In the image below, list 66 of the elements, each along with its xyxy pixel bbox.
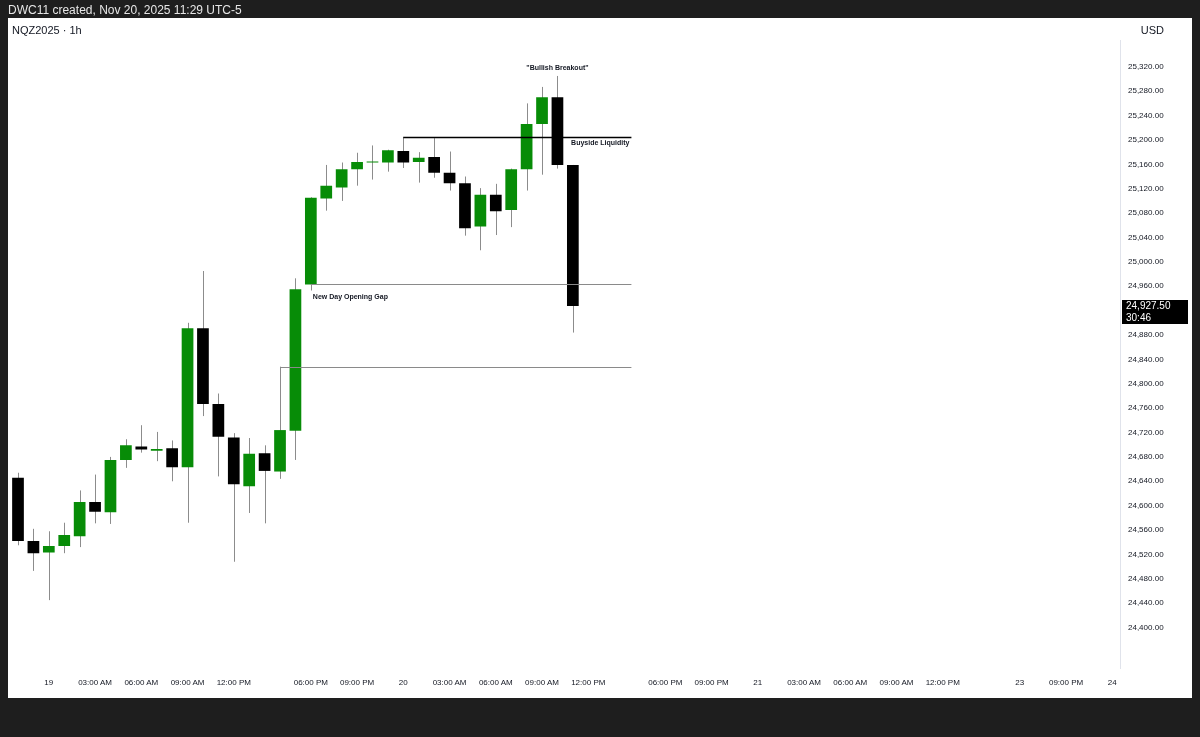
x-tick-label: 03:00 AM — [432, 678, 467, 688]
x-tick-label: 21 — [753, 678, 763, 688]
text: 30:46 — [1126, 311, 1152, 323]
x-tick-label: 09:00 PM — [1048, 678, 1084, 688]
candlestick — [120, 438, 132, 469]
y-tick-label: 24,560.00 — [1128, 525, 1165, 535]
y-tick-label: 25,120.00 — [1128, 183, 1165, 193]
y-axis-title: USD — [1140, 24, 1164, 36]
x-tick-label: 09:00 PM — [694, 678, 730, 688]
candlestick — [335, 162, 348, 202]
y-tick-label: 24,960.00 — [1128, 281, 1165, 291]
x-tick-label: 06:00 AM — [833, 678, 868, 688]
y-tick-label: 25,240.00 — [1128, 110, 1165, 120]
y-tick-label: 25,280.00 — [1128, 86, 1165, 96]
y-tick-label: 24,720.00 — [1128, 427, 1165, 437]
x-tick-label: 19 — [44, 678, 54, 688]
y-tick-label: 25,040.00 — [1128, 232, 1165, 242]
text: 24,927.50 — [1126, 299, 1171, 311]
y-tick-label: 24,800.00 — [1128, 378, 1165, 388]
x-tick-label: 03:00 AM — [787, 678, 822, 688]
x-tick-label: 09:00 AM — [170, 678, 205, 688]
y-tick-label: 24,520.00 — [1128, 549, 1165, 559]
chart-title: NQZ2025 · 1h — [12, 24, 82, 36]
x-tick-label: 23 — [1015, 678, 1025, 688]
candlestick — [166, 439, 178, 482]
y-tick-label: 24,600.00 — [1128, 500, 1165, 510]
candlestick — [258, 444, 271, 524]
y-tick-label: 24,760.00 — [1128, 403, 1165, 413]
candlestick — [89, 474, 101, 524]
candlestick — [135, 424, 148, 454]
y-tick-label: 25,200.00 — [1128, 135, 1165, 145]
x-tick-label: 09:00 AM — [879, 678, 914, 688]
candlestick — [443, 151, 456, 192]
candlestick — [150, 431, 163, 462]
candlestick — [412, 151, 425, 184]
chart-subtitle: DWC11 created, Nov 20, 2025 11:29 UTC-5 — [8, 3, 242, 17]
x-tick-label: 20 — [398, 678, 409, 688]
x-tick-label: 09:00 PM — [339, 678, 375, 688]
x-tick-label: 06:00 PM — [648, 678, 683, 688]
candlestick — [351, 152, 363, 187]
x-tick-label: 12:00 PM — [571, 678, 606, 688]
x-tick-label: 06:00 AM — [478, 678, 514, 688]
candlestick — [489, 183, 502, 236]
candlestick — [366, 144, 379, 181]
x-tick-label: 06:00 AM — [124, 678, 159, 688]
y-tick-label: 24,680.00 — [1128, 452, 1165, 462]
y-tick-label: 24,880.00 — [1128, 330, 1165, 340]
x-tick-label: 03:00 AM — [78, 678, 113, 688]
y-tick-label: 25,080.00 — [1128, 208, 1165, 218]
candlestick — [58, 522, 71, 554]
x-tick-label: 12:00 PM — [925, 678, 961, 688]
x-tick-label: 12:00 PM — [216, 678, 252, 688]
candlestick — [320, 164, 333, 212]
y-tick-label: 24,640.00 — [1128, 476, 1165, 486]
y-tick-label: 24,440.00 — [1128, 598, 1165, 608]
y-tick-label: 24,400.00 — [1128, 622, 1165, 632]
y-tick-label: 25,000.00 — [1128, 257, 1165, 267]
x-tick-label: 24 — [1107, 678, 1118, 688]
x-tick-label: 06:00 PM — [293, 678, 329, 688]
candlestick — [27, 528, 40, 572]
y-tick-label: 24,840.00 — [1128, 354, 1165, 364]
y-tick-label: 25,160.00 — [1128, 159, 1165, 169]
candlestick — [42, 530, 55, 601]
x-tick-label: 09:00 AM — [525, 678, 560, 688]
y-tick-label: 24,480.00 — [1128, 574, 1165, 584]
y-tick-label: 25,320.00 — [1128, 62, 1165, 72]
